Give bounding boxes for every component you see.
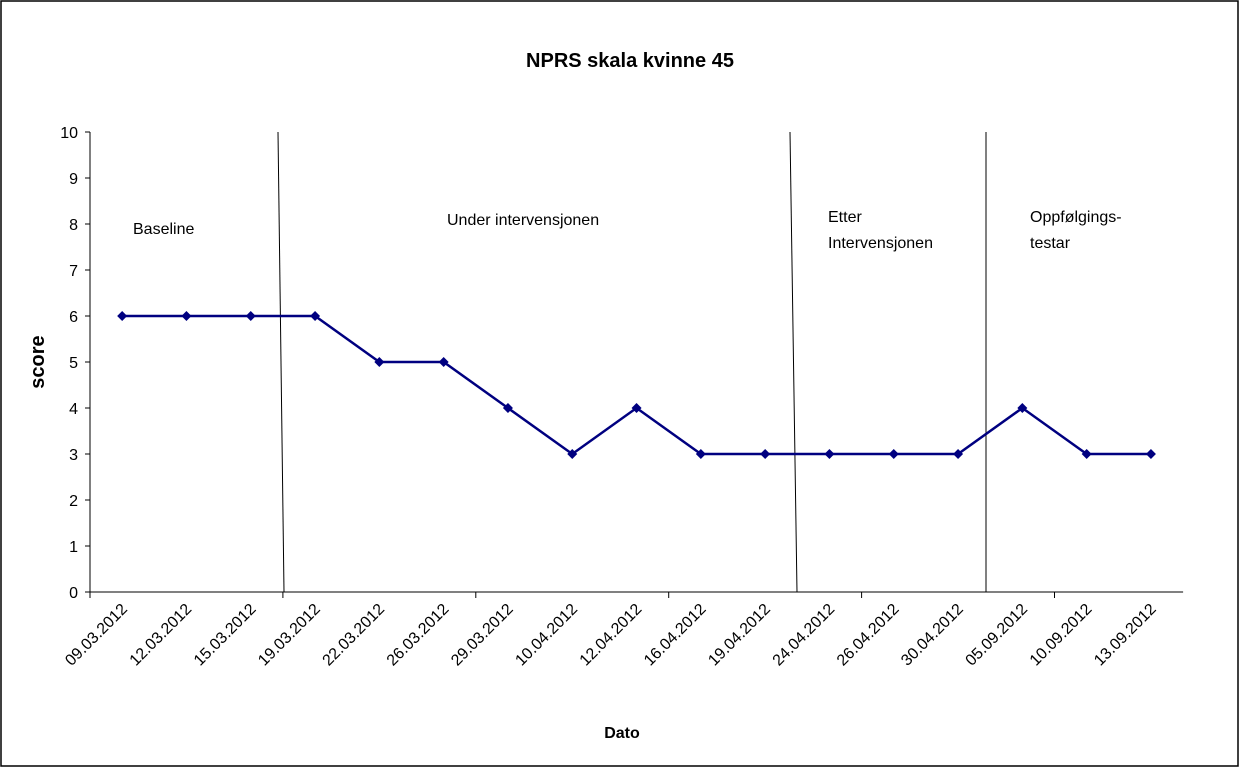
y-tick-label: 1 [69,539,78,556]
x-axis-label: Dato [604,725,640,742]
point-marker [117,311,128,321]
annotation: testar [1030,235,1071,252]
y-tick-label: 5 [69,355,78,372]
y-tick-label: 2 [69,493,78,510]
point-marker [310,311,321,321]
phase-divider [277,131,285,593]
point-marker [567,449,578,459]
point-marker [695,449,706,459]
annotation: Etter [828,209,862,226]
point-marker [1145,449,1156,459]
annotation: Intervensjonen [828,235,933,252]
y-tick-label: 9 [69,171,78,188]
point-marker [1017,403,1028,413]
y-tick-label: 4 [69,401,78,418]
point-marker [953,449,964,459]
point-marker [374,357,385,367]
y-tick-label: 7 [69,263,78,280]
y-tick-label: 6 [69,309,78,326]
y-tick-label: 0 [69,585,78,602]
point-marker [760,449,771,459]
annotation: Oppfølgings- [1030,209,1122,226]
point-marker [438,357,449,367]
annotation: Baseline [133,221,194,238]
point-marker [502,403,513,413]
y-tick-label: 8 [69,217,78,234]
chart-title: NPRS skala kvinne 45 [526,50,734,72]
point-marker [181,311,192,321]
point-marker [631,403,642,413]
y-axis-label: score [27,335,49,388]
point-marker [824,449,835,459]
point-marker [1081,449,1092,459]
phase-divider [789,131,798,593]
y-tick-label: 10 [60,125,78,142]
y-tick-label: 3 [69,447,78,464]
point-marker [888,449,899,459]
point-marker [245,311,256,321]
annotation: Under intervensjonen [447,212,599,229]
